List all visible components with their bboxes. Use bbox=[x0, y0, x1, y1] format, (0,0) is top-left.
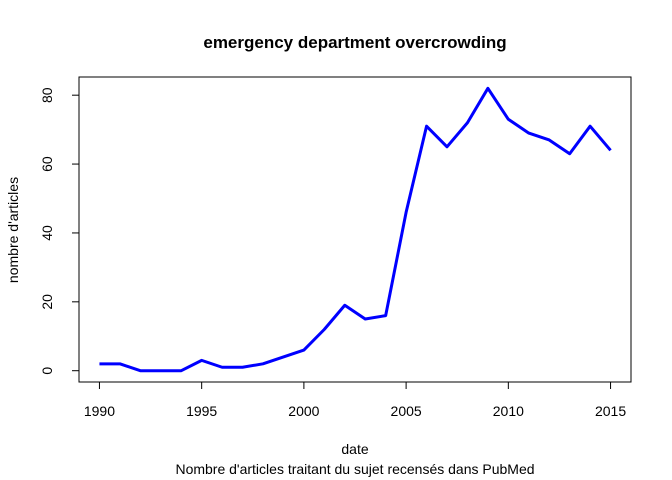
y-axis-label: nombre d'articles bbox=[5, 177, 21, 283]
x-axis: 1990 1995 2000 2005 2010 2015 bbox=[84, 381, 626, 419]
y-axis: 0 20 40 60 80 bbox=[39, 87, 80, 375]
y-tick-label: 20 bbox=[39, 294, 55, 310]
x-tick-label: 1995 bbox=[186, 403, 217, 419]
y-tick-label: 0 bbox=[39, 367, 55, 375]
plot-frame bbox=[78, 76, 632, 383]
x-tick-label: 2015 bbox=[595, 403, 626, 419]
chart-title: emergency department overcrowding bbox=[203, 33, 506, 52]
y-tick-label: 40 bbox=[39, 225, 55, 241]
y-tick-label: 80 bbox=[39, 87, 55, 103]
y-tick-label: 60 bbox=[39, 156, 55, 172]
series-layer bbox=[99, 86, 612, 373]
x-tick-label: 2000 bbox=[288, 403, 319, 419]
x-tick-label: 1990 bbox=[84, 403, 115, 419]
chart-subtitle: Nombre d'articles traitant du sujet rece… bbox=[175, 461, 534, 477]
x-axis-label: date bbox=[341, 441, 368, 457]
series-line-0 bbox=[99, 86, 612, 373]
x-tick-label: 2010 bbox=[493, 403, 524, 419]
x-tick-label: 2005 bbox=[391, 403, 422, 419]
